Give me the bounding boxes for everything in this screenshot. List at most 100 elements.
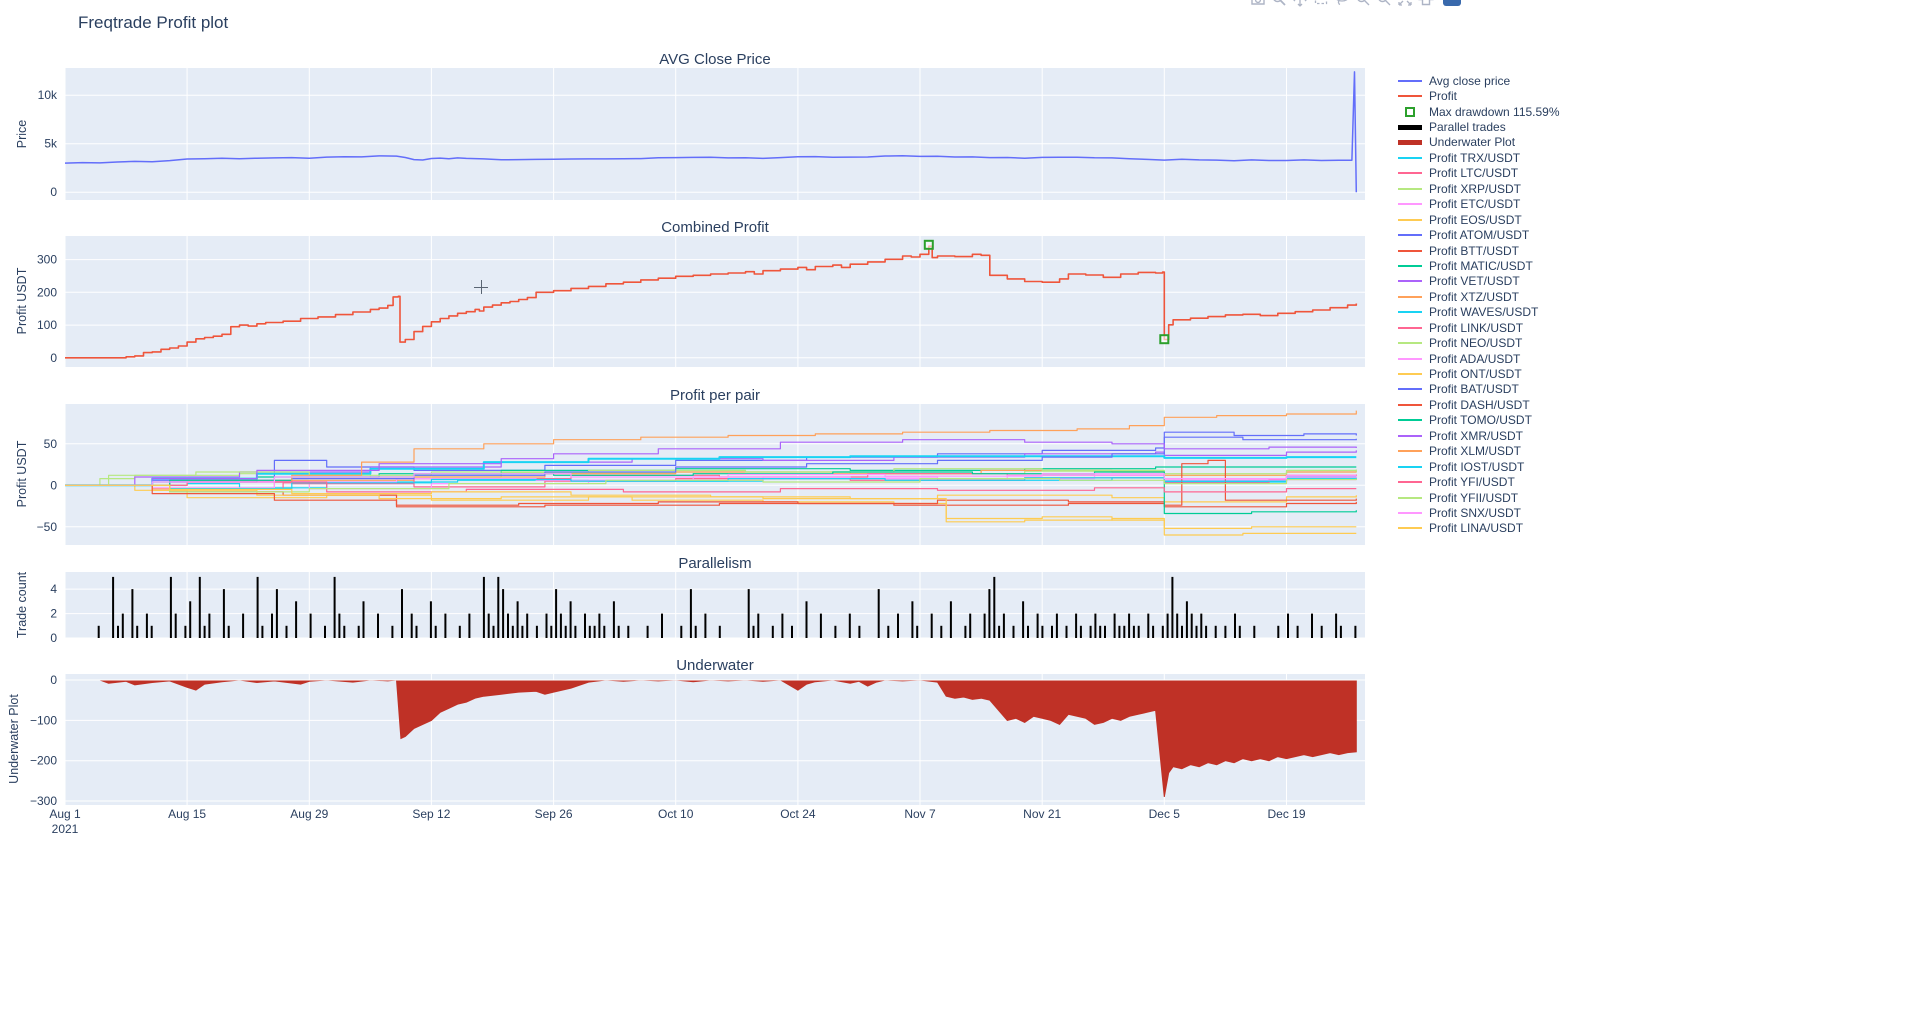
pan-icon[interactable] bbox=[1292, 0, 1310, 9]
max-drawdown-swatch-icon bbox=[1398, 106, 1425, 117]
autoscale-icon[interactable] bbox=[1397, 0, 1415, 9]
legend-item-profit-btt-usdt[interactable]: Profit BTT/USDT bbox=[1398, 243, 1560, 258]
bar bbox=[617, 625, 620, 638]
bar bbox=[1176, 613, 1179, 638]
bar bbox=[858, 625, 861, 638]
legend-swatch-icon bbox=[1398, 511, 1425, 514]
bar bbox=[1205, 625, 1208, 638]
bar bbox=[1181, 625, 1183, 638]
legend-item-profit-bat-usdt[interactable]: Profit BAT/USDT bbox=[1398, 382, 1560, 397]
legend-item-profit-vet-usdt[interactable]: Profit VET/USDT bbox=[1398, 274, 1560, 289]
legend-item-profit-atom-usdt[interactable]: Profit ATOM/USDT bbox=[1398, 227, 1560, 242]
legend-item-profit-snx-usdt[interactable]: Profit SNX/USDT bbox=[1398, 505, 1560, 520]
bar bbox=[1094, 613, 1097, 638]
bar bbox=[357, 625, 360, 638]
legend-swatch-icon bbox=[1398, 481, 1425, 484]
bar bbox=[1185, 601, 1188, 638]
legend-swatch-icon bbox=[1398, 342, 1425, 345]
plotly-logo[interactable] bbox=[1443, 0, 1461, 6]
legend-swatch-icon bbox=[1398, 295, 1425, 298]
bar bbox=[1354, 625, 1357, 638]
legend-item-profit-xtz-usdt[interactable]: Profit XTZ/USDT bbox=[1398, 289, 1560, 304]
legend-item-profit-xmr-usdt[interactable]: Profit XMR/USDT bbox=[1398, 428, 1560, 443]
legend-item-profit-neo-usdt[interactable]: Profit NEO/USDT bbox=[1398, 335, 1560, 350]
y-tick-label: 0 bbox=[50, 478, 57, 492]
legend-item-profit-ont-usdt[interactable]: Profit ONT/USDT bbox=[1398, 366, 1560, 381]
bar bbox=[1287, 613, 1289, 638]
bar bbox=[285, 625, 288, 638]
zoom-icon[interactable] bbox=[1271, 0, 1289, 9]
plot-area-avg-close-price[interactable] bbox=[65, 68, 1365, 200]
legend-swatch-icon bbox=[1398, 234, 1425, 237]
y-tick-label: −100 bbox=[30, 713, 57, 727]
legend-item-profit-waves-usdt[interactable]: Profit WAVES/USDT bbox=[1398, 305, 1560, 320]
legend-item-profit-eos-usdt[interactable]: Profit EOS/USDT bbox=[1398, 212, 1560, 227]
legend-item-parallel-trades[interactable]: Parallel trades bbox=[1398, 119, 1560, 134]
bar bbox=[603, 625, 606, 638]
bar bbox=[145, 613, 148, 638]
legend-item-profit-matic-usdt[interactable]: Profit MATIC/USDT bbox=[1398, 258, 1560, 273]
legend-item-profit-lina-usdt[interactable]: Profit LINA/USDT bbox=[1398, 521, 1560, 536]
bar bbox=[1132, 625, 1135, 638]
bar bbox=[998, 625, 1001, 638]
legend-item-profit-link-usdt[interactable]: Profit LINK/USDT bbox=[1398, 320, 1560, 335]
bar bbox=[338, 613, 341, 638]
bar bbox=[401, 589, 403, 638]
series-profit-yfi-usdt bbox=[65, 481, 1357, 493]
bar bbox=[771, 625, 774, 638]
series-avg-close-price bbox=[64, 71, 1358, 193]
legend-item-profit[interactable]: Profit bbox=[1398, 88, 1560, 103]
bar bbox=[1137, 625, 1140, 638]
legend-item-profit-iost-usdt[interactable]: Profit IOST/USDT bbox=[1398, 459, 1560, 474]
bar bbox=[275, 589, 278, 638]
y-tick-label: 100 bbox=[37, 318, 57, 332]
legend-swatch-icon bbox=[1398, 249, 1425, 252]
bar bbox=[1166, 613, 1169, 638]
legend-item-avg-close-price[interactable]: Avg close price bbox=[1398, 73, 1560, 88]
legend-item-underwater-plot[interactable]: Underwater Plot bbox=[1398, 135, 1560, 150]
y-tick-label: 200 bbox=[37, 285, 57, 299]
legend-item-max-drawdown-115-59[interactable]: Max drawdown 115.59% bbox=[1398, 104, 1560, 119]
legend-item-profit-ada-usdt[interactable]: Profit ADA/USDT bbox=[1398, 351, 1560, 366]
bar bbox=[689, 589, 692, 638]
bar bbox=[593, 625, 596, 638]
x-tick-sublabel: 2021 bbox=[52, 822, 79, 836]
subplot-combined-profit: 0 100 200 300 bbox=[37, 236, 1365, 367]
legend-item-profit-dash-usdt[interactable]: Profit DASH/USDT bbox=[1398, 397, 1560, 412]
subplot-title-underwater: Underwater bbox=[676, 657, 754, 674]
zoom-out-icon[interactable] bbox=[1376, 0, 1394, 9]
legend-item-profit-ltc-usdt[interactable]: Profit LTC/USDT bbox=[1398, 166, 1560, 181]
bar bbox=[1253, 625, 1256, 638]
plot-area-parallelism[interactable] bbox=[65, 572, 1365, 638]
bar bbox=[482, 576, 485, 638]
bar bbox=[757, 613, 760, 638]
bar bbox=[1065, 625, 1068, 638]
zoom-in-icon[interactable] bbox=[1355, 0, 1373, 9]
legend-item-profit-etc-usdt[interactable]: Profit ETC/USDT bbox=[1398, 197, 1560, 212]
subplot-parallelism: 0 2 4 bbox=[50, 572, 1365, 645]
reset-axes-icon[interactable] bbox=[1418, 0, 1436, 9]
bar bbox=[362, 601, 365, 638]
download-plot-icon[interactable] bbox=[1250, 0, 1268, 9]
legend-item-profit-tomo-usdt[interactable]: Profit TOMO/USDT bbox=[1398, 413, 1560, 428]
underwater-area bbox=[65, 679, 1357, 797]
legend-item-profit-yfi-usdt[interactable]: Profit YFI/USDT bbox=[1398, 474, 1560, 489]
legend-item-profit-xrp-usdt[interactable]: Profit XRP/USDT bbox=[1398, 181, 1560, 196]
legend-item-profit-trx-usdt[interactable]: Profit TRX/USDT bbox=[1398, 150, 1560, 165]
bar bbox=[588, 625, 591, 638]
lasso-select-icon[interactable] bbox=[1334, 0, 1352, 9]
page-title: Freqtrade Profit plot bbox=[78, 13, 229, 32]
legend-item-profit-xlm-usdt[interactable]: Profit XLM/USDT bbox=[1398, 444, 1560, 459]
bar bbox=[1296, 625, 1299, 638]
legend-item-profit-yfii-usdt[interactable]: Profit YFII/USDT bbox=[1398, 490, 1560, 505]
bar bbox=[222, 589, 225, 638]
legend-label: Profit ETC/USDT bbox=[1429, 197, 1521, 212]
plot-area-combined-profit[interactable] bbox=[65, 236, 1365, 367]
legend-swatch-icon bbox=[1398, 264, 1425, 267]
x-tick-label: Aug 29 bbox=[290, 807, 328, 821]
legend-swatch-icon bbox=[1398, 203, 1425, 206]
bar bbox=[1104, 625, 1106, 638]
chart-canvas: 05k10k0100200300−500500240−100−200−300Au… bbox=[30, 68, 1365, 836]
bar bbox=[1339, 625, 1342, 638]
bar bbox=[1335, 613, 1338, 638]
